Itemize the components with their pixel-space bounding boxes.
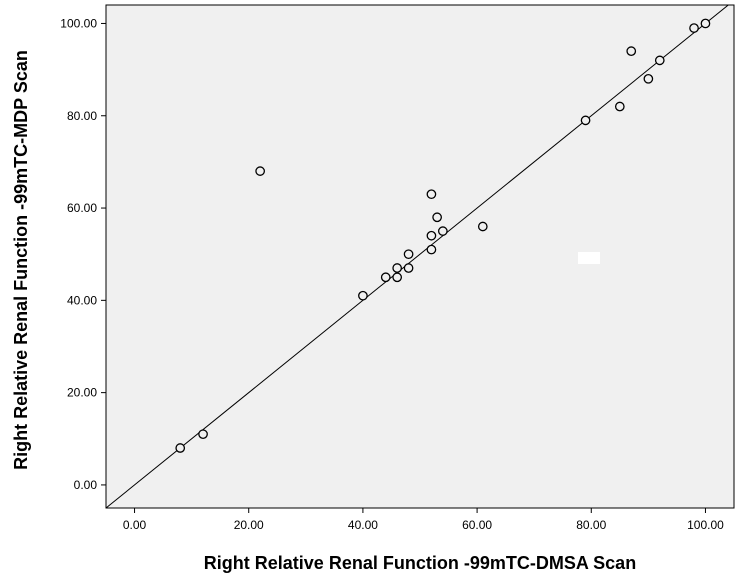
data-point xyxy=(426,244,437,255)
data-point xyxy=(392,263,403,273)
data-point xyxy=(392,272,403,283)
data-point xyxy=(643,73,654,84)
reference-line-layer xyxy=(106,5,730,508)
data-point xyxy=(426,230,437,241)
data-point xyxy=(700,18,711,29)
data-point xyxy=(380,272,391,283)
data-point xyxy=(403,249,414,260)
white-patch xyxy=(578,252,600,264)
x-tick-label: 40.00 xyxy=(348,518,378,532)
data-point xyxy=(437,226,448,236)
data-point xyxy=(175,443,186,453)
plot-frame xyxy=(105,4,735,509)
x-tick-label: 80.00 xyxy=(576,518,606,532)
y-tick-label: 100.00 xyxy=(60,16,97,30)
x-axis: 0.00 20.00 40.00 60.00 80.00 100.00 xyxy=(123,508,724,532)
y-axis: 0.00 20.00 40.00 60.00 80.00 100.00 xyxy=(60,16,106,492)
y-tick-label: 20.00 xyxy=(67,386,97,400)
data-point xyxy=(198,429,208,440)
y-tick-label: 40.00 xyxy=(67,293,97,307)
x-axis-title: Right Relative Renal Function -99mTC-DMS… xyxy=(204,553,636,573)
data-point xyxy=(426,189,437,200)
y-axis-title: Right Relative Renal Function -99mTC-MDP… xyxy=(11,50,31,470)
data-point xyxy=(654,55,665,66)
y-tick-label: 80.00 xyxy=(67,109,97,123)
x-tick-label: 100.00 xyxy=(687,518,724,532)
data-point xyxy=(477,221,488,232)
data-point xyxy=(580,115,591,126)
data-point xyxy=(358,290,368,301)
x-tick-label: 20.00 xyxy=(234,518,264,532)
data-points xyxy=(175,18,711,453)
data-point xyxy=(403,263,414,273)
data-point xyxy=(432,212,442,223)
y-tick-label: 0.00 xyxy=(74,478,98,492)
data-point xyxy=(255,166,265,176)
reference-line xyxy=(106,5,730,508)
x-tick-label: 60.00 xyxy=(462,518,492,532)
data-point xyxy=(689,23,699,33)
x-tick-label: 0.00 xyxy=(123,518,147,532)
data-point xyxy=(614,101,625,112)
plot-area xyxy=(106,5,734,508)
data-point xyxy=(626,46,637,56)
y-tick-label: 60.00 xyxy=(67,201,97,215)
